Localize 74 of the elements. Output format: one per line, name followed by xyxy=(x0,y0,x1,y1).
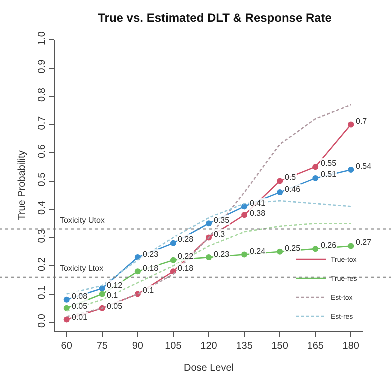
point xyxy=(277,178,284,184)
point xyxy=(348,122,354,128)
data-label: 0.26 xyxy=(321,241,338,250)
y-tick-label: 0.9 xyxy=(37,59,48,74)
point xyxy=(348,166,354,173)
point xyxy=(242,252,248,258)
point xyxy=(277,190,284,196)
x-tick-label: 120 xyxy=(200,341,218,352)
point xyxy=(206,254,212,261)
point xyxy=(312,175,319,182)
x-tick-label: 180 xyxy=(342,341,360,352)
y-tick-label: 0.5 xyxy=(37,172,48,187)
data-label: 0.1 xyxy=(143,286,155,295)
data-label: 0.18 xyxy=(178,264,194,273)
x-tick-label: 105 xyxy=(165,341,182,352)
point xyxy=(64,316,70,323)
point xyxy=(170,257,176,264)
data-label: 0.7 xyxy=(356,117,368,126)
data-label: 0.27 xyxy=(356,238,372,247)
data-label: 0.18 xyxy=(143,264,160,273)
data-label: 0.23 xyxy=(214,250,230,259)
y-tick-label: 0.8 xyxy=(37,88,48,102)
x-tick-label: 135 xyxy=(236,341,254,352)
y-tick-label: 0.0 xyxy=(37,314,48,328)
data-label: 0.1 xyxy=(107,291,119,300)
point xyxy=(277,248,284,255)
x-axis-title: Dose Level xyxy=(184,363,234,374)
y-tick-label: 0.1 xyxy=(37,285,48,300)
x-tick-label: 75 xyxy=(96,341,108,352)
point xyxy=(99,286,106,292)
x-tick-label: 165 xyxy=(307,341,324,352)
point xyxy=(312,246,319,252)
x-tick-label: 150 xyxy=(272,341,289,352)
data-label: 0.38 xyxy=(250,209,266,218)
data-label: 0.5 xyxy=(285,173,297,182)
data-label: 0.24 xyxy=(250,247,266,256)
chart-title: True vs. Estimated DLT & Response Rate xyxy=(98,11,332,26)
data-label: 0.05 xyxy=(72,302,88,311)
point xyxy=(64,296,70,303)
data-label: 0.05 xyxy=(107,302,124,311)
point xyxy=(242,204,248,210)
y-tick-label: 0.6 xyxy=(37,144,48,158)
ref-line-label: Toxicity Utox xyxy=(60,216,105,225)
point xyxy=(348,243,354,250)
data-label: 0.55 xyxy=(321,159,338,168)
y-tick-label: 1.0 xyxy=(37,31,48,46)
point xyxy=(206,220,212,227)
data-label: 0.35 xyxy=(214,216,230,225)
point xyxy=(170,240,176,246)
x-tick-label: 90 xyxy=(132,341,144,352)
data-label: 0.3 xyxy=(214,230,226,239)
y-axis-title: True Probability xyxy=(17,150,28,220)
ref-line-label: Toxicity Ltox xyxy=(60,264,104,273)
data-label: 0.51 xyxy=(321,170,338,179)
data-label: 0.12 xyxy=(107,281,124,290)
data-label: 0.23 xyxy=(143,250,160,259)
data-label: 0.08 xyxy=(72,292,88,301)
point xyxy=(64,305,70,312)
point xyxy=(134,268,141,275)
data-label: 0.28 xyxy=(178,235,194,244)
y-tick-label: 0.3 xyxy=(37,228,48,244)
data-label: 0.01 xyxy=(72,313,88,322)
x-tick-label: 60 xyxy=(61,341,73,352)
data-label: 0.41 xyxy=(250,199,266,208)
point xyxy=(242,212,248,218)
y-tick-label: 0.7 xyxy=(37,116,48,130)
y-tick-label: 0.2 xyxy=(37,257,48,272)
data-label: 0.54 xyxy=(356,162,372,171)
point xyxy=(99,291,106,298)
data-label: 0.46 xyxy=(285,185,302,194)
point xyxy=(312,164,319,170)
data-label: 0.22 xyxy=(178,252,194,261)
y-tick-label: 0.4 xyxy=(37,200,48,215)
data-label: 0.25 xyxy=(285,244,302,253)
